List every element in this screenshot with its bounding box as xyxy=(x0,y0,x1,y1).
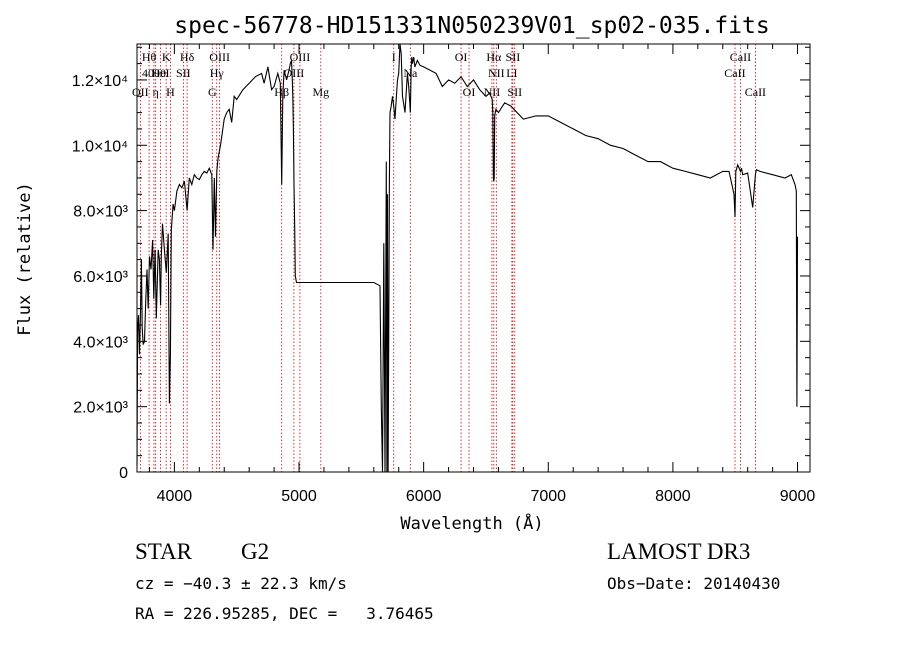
line-label: Mg xyxy=(312,85,329,99)
y-tick-label: 4.0×10³ xyxy=(73,334,128,351)
line-label: K xyxy=(162,50,171,64)
line-label: Hβ xyxy=(274,85,289,99)
line-label: Hθ xyxy=(142,50,157,64)
y-tick-label: 1.2×10⁴ xyxy=(72,73,128,90)
line-label: CaII xyxy=(745,85,766,99)
x-tick-label: 5000 xyxy=(281,488,317,505)
y-tick-label: 8.0×10³ xyxy=(73,204,128,221)
x-axis: 4000 5000 6000 7000 8000 9000 xyxy=(148,44,816,505)
line-label: SII xyxy=(507,85,522,99)
y-axis-label: Flux (relative) xyxy=(15,182,35,336)
x-tick-label: 6000 xyxy=(406,488,442,505)
line-label: OIII xyxy=(209,50,230,64)
y-tick-label: 6.0×10³ xyxy=(73,269,128,286)
line-label: Hα xyxy=(486,50,502,64)
line-label: NII xyxy=(484,85,501,99)
line-label: CaII xyxy=(730,50,751,64)
x-tick-label: 9000 xyxy=(780,488,816,505)
plot-frame xyxy=(136,43,811,473)
obs-date: Obs−Date: 20140430 xyxy=(607,574,781,593)
line-markers xyxy=(139,44,756,472)
x-tick-label: 4000 xyxy=(157,488,193,505)
line-label: SII xyxy=(176,66,191,80)
line-label: OI xyxy=(463,85,476,99)
line-label: SII xyxy=(506,50,521,64)
line-label: OI xyxy=(455,50,468,64)
x-tick-label: 7000 xyxy=(530,488,566,505)
y-tick-label: 2.0×10³ xyxy=(73,400,128,417)
chart-title: spec-56778-HD151331N050239V01_sp02-035.f… xyxy=(174,13,769,39)
spectrum-line xyxy=(136,43,799,473)
line-label: HeI xyxy=(152,66,170,80)
coordinates: RA = 226.95285, DEC = 3.76465 xyxy=(135,604,434,623)
line-label: Hγ xyxy=(210,66,225,80)
line-label: I xyxy=(392,50,396,64)
line-label: η xyxy=(153,85,159,99)
y-tick-label: 0 xyxy=(119,465,128,482)
x-tick-label: 8000 xyxy=(655,488,691,505)
line-label: H xyxy=(166,85,175,99)
line-label: OII xyxy=(132,85,149,99)
line-label: LI xyxy=(506,66,517,80)
line-label: NII xyxy=(488,66,505,80)
object-class: STAR xyxy=(135,539,192,564)
line-label: Hδ xyxy=(180,50,195,64)
survey-name: LAMOST DR3 xyxy=(607,539,751,564)
object-subclass: G2 xyxy=(241,539,270,564)
y-axis: 0 2.0×10³ 4.0×10³ 6.0×10³ 8.0×10³ 1.0×10⁴ 1.2×… xyxy=(72,46,810,482)
line-label: G xyxy=(208,85,217,99)
y-tick-label: 1.0×10⁴ xyxy=(72,138,128,155)
line-label: OIII xyxy=(290,50,311,64)
line-label: 4000 xyxy=(142,66,166,80)
x-axis-label: Wavelength (Å) xyxy=(400,512,543,534)
line-label: CaII xyxy=(724,66,745,80)
redshift-cz: cz = −40.3 ± 22.3 km/s xyxy=(135,574,347,593)
